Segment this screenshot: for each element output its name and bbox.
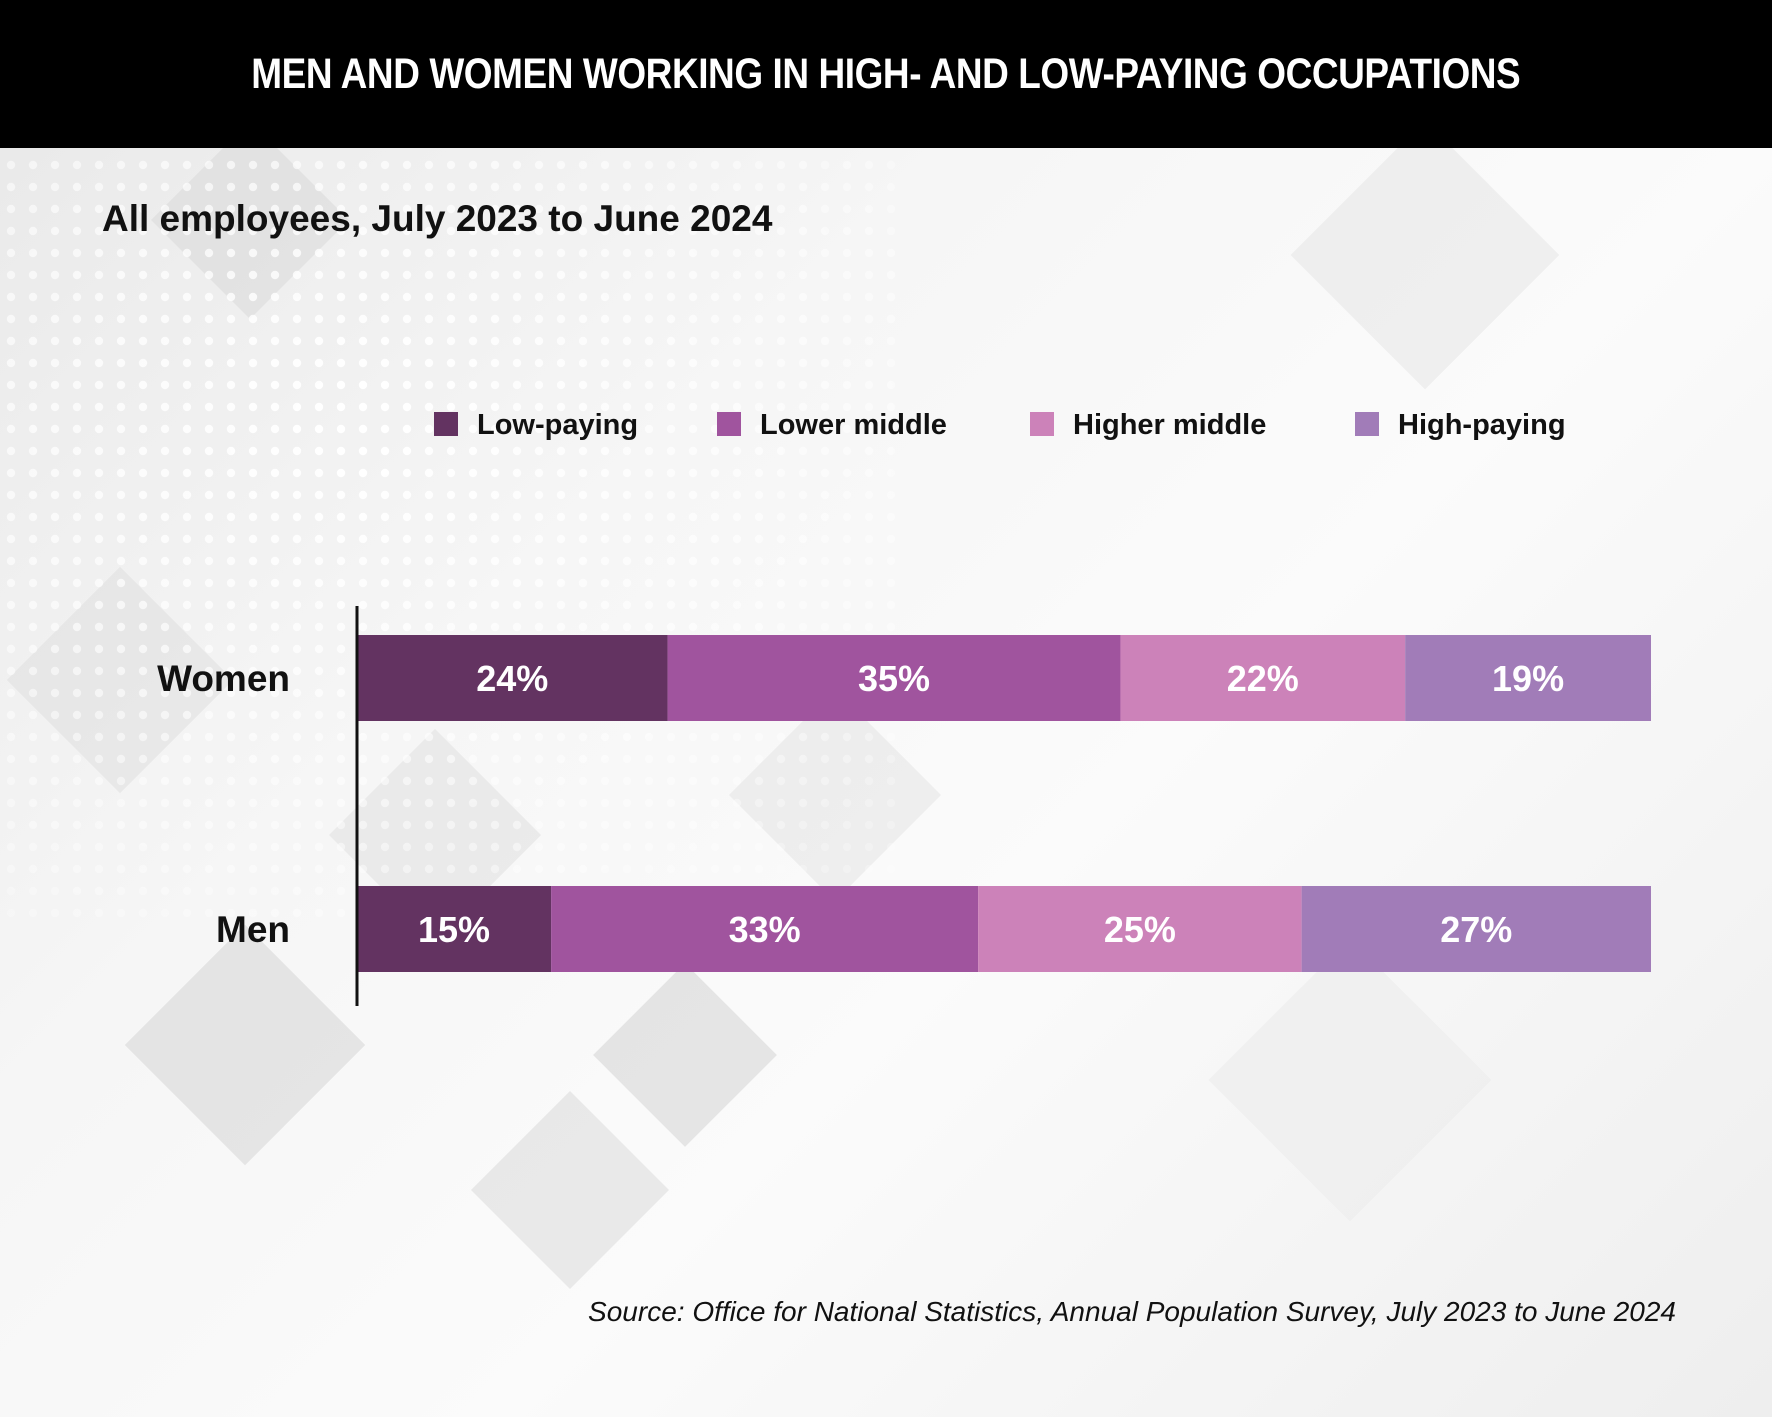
legend-swatch-higher-middle — [1030, 412, 1054, 436]
data-label-men-higher-middle: 25% — [1104, 909, 1176, 950]
bar-men-high-paying — [1301, 886, 1651, 972]
category-label-men: Men — [216, 909, 290, 950]
bar-women-lower-middle — [667, 635, 1121, 721]
header-bar: MEN AND WOMEN WORKING IN HIGH- AND LOW-P… — [0, 0, 1772, 148]
data-label-men-low-paying: 15% — [418, 909, 490, 950]
bar-men-low-paying — [357, 886, 552, 972]
data-label-women-lower-middle: 35% — [858, 658, 930, 699]
data-label-men-lower-middle: 33% — [729, 909, 801, 950]
bar-women-low-paying — [357, 635, 668, 721]
bar-women-higher-middle — [1120, 635, 1406, 721]
bars-group: 24% 35% 22% 19% 15% 33% 25% 27% — [357, 635, 1651, 972]
data-label-men-high-paying: 27% — [1440, 909, 1512, 950]
legend-swatch-low-paying — [434, 412, 458, 436]
chart-title: MEN AND WOMEN WORKING IN HIGH- AND LOW-P… — [251, 49, 1521, 98]
legend-swatch-lower-middle — [717, 412, 741, 436]
category-labels: Women Men — [157, 658, 290, 950]
legend-label-high-paying: High-paying — [1398, 409, 1566, 441]
bar-women-high-paying — [1405, 635, 1651, 721]
legend-label-lower-middle: Lower middle — [760, 409, 947, 441]
chart-subtitle: All employees, July 2023 to June 2024 — [102, 198, 773, 239]
data-label-women-higher-middle: 22% — [1227, 658, 1299, 699]
category-label-women: Women — [157, 658, 290, 699]
legend-swatch-high-paying — [1355, 412, 1379, 436]
legend: Low-paying Lower middle Higher middle High-… — [434, 409, 1566, 441]
bar-men-higher-middle — [978, 886, 1302, 972]
legend-label-higher-middle: Higher middle — [1073, 409, 1266, 441]
bar-men-lower-middle — [551, 886, 979, 972]
data-label-women-high-paying: 19% — [1492, 658, 1564, 699]
legend-label-low-paying: Low-paying — [477, 409, 638, 441]
data-label-women-low-paying: 24% — [476, 658, 548, 699]
source-note: Source: Office for National Statistics, … — [588, 1296, 1676, 1327]
